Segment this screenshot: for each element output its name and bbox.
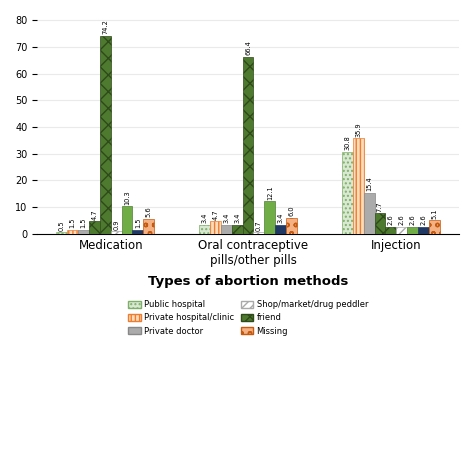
Text: 10.3: 10.3 <box>124 190 130 205</box>
Text: 5.1: 5.1 <box>431 208 438 219</box>
Text: 0.7: 0.7 <box>256 220 262 230</box>
Text: 5.6: 5.6 <box>146 207 152 218</box>
Text: 2.6: 2.6 <box>399 215 405 226</box>
Text: 1.5: 1.5 <box>70 218 75 228</box>
Bar <box>132 230 143 234</box>
Bar <box>353 138 364 234</box>
Text: 12.1: 12.1 <box>267 185 273 200</box>
Text: 3.4: 3.4 <box>234 213 240 223</box>
Text: 30.8: 30.8 <box>344 136 350 150</box>
Bar <box>374 213 385 234</box>
Bar <box>275 225 286 234</box>
Bar <box>56 232 67 234</box>
Bar <box>407 227 418 234</box>
Text: 6.0: 6.0 <box>289 206 294 216</box>
Text: 1.5: 1.5 <box>81 218 86 228</box>
Bar <box>286 218 297 234</box>
Text: 2.6: 2.6 <box>388 215 394 226</box>
Bar <box>111 231 122 234</box>
Text: 1.5: 1.5 <box>135 218 141 228</box>
Bar <box>210 221 221 234</box>
Text: 4.7: 4.7 <box>91 209 97 220</box>
Text: 74.2: 74.2 <box>102 19 108 35</box>
Bar <box>100 36 111 234</box>
X-axis label: Types of abortion methods: Types of abortion methods <box>148 275 348 288</box>
Bar <box>221 225 232 234</box>
Bar <box>78 230 89 234</box>
Text: 35.9: 35.9 <box>355 122 361 137</box>
Bar <box>429 220 440 234</box>
Text: 2.6: 2.6 <box>420 215 427 226</box>
Bar <box>243 56 254 234</box>
Bar <box>143 219 154 234</box>
Bar <box>67 230 78 234</box>
Bar <box>254 232 264 234</box>
Bar <box>232 225 243 234</box>
Legend: Public hospital, Private hospital/clinic, Private doctor, Shop/market/drug peddl: Public hospital, Private hospital/clinic… <box>125 297 371 339</box>
Bar <box>264 201 275 234</box>
Text: 3.4: 3.4 <box>223 213 229 223</box>
Bar <box>342 152 353 234</box>
Bar <box>396 227 407 234</box>
Text: 0.5: 0.5 <box>59 220 65 231</box>
Bar <box>418 227 429 234</box>
Bar <box>89 221 100 234</box>
Text: 66.4: 66.4 <box>245 40 251 55</box>
Bar <box>122 206 132 234</box>
Text: 15.4: 15.4 <box>366 176 372 191</box>
Text: 0.9: 0.9 <box>113 219 119 230</box>
Bar <box>364 192 374 234</box>
Bar <box>385 227 396 234</box>
Text: 3.4: 3.4 <box>201 213 208 223</box>
Bar <box>199 225 210 234</box>
Text: 2.6: 2.6 <box>410 215 416 226</box>
Text: 3.4: 3.4 <box>278 213 284 223</box>
Text: 7.7: 7.7 <box>377 201 383 212</box>
Text: 4.7: 4.7 <box>212 209 219 220</box>
